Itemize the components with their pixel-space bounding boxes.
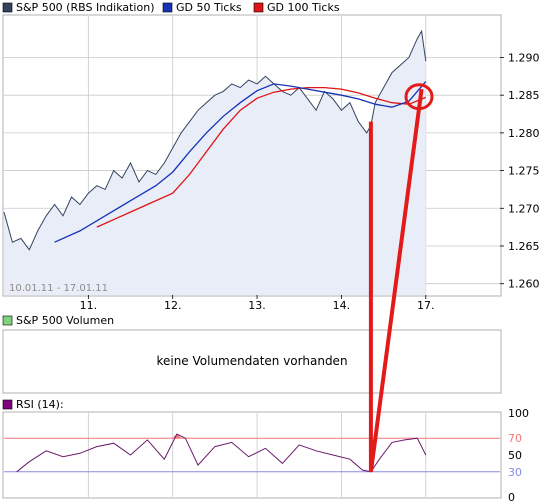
legend-swatch-ma50 (162, 2, 173, 13)
price-y-tick-label: 1.270 (508, 202, 540, 215)
legend-label-price: S&P 500 (RBS Indikation) (16, 1, 154, 14)
rsi-y-tick-label: 0 (508, 491, 515, 502)
date-range-label: 10.01.11 - 17.01.11 (9, 283, 108, 294)
price-y-tick-label: 1.285 (508, 89, 540, 102)
price-x-tick-label: 11. (80, 299, 98, 312)
price-y-tick-label: 1.260 (508, 278, 540, 291)
volume-panel-frame (2, 329, 502, 394)
annotations (368, 83, 434, 473)
rsi-y-axis: 100 70 50 30 0 (508, 407, 529, 502)
legend-label-ma50: GD 50 Ticks (176, 1, 242, 14)
price-y-tick-label: 1.280 (508, 127, 540, 140)
legend-label-ma100: GD 100 Ticks (267, 1, 340, 14)
annotation-circle (404, 83, 434, 111)
annotation-vertical-line (368, 88, 424, 473)
price-area-fill (4, 31, 426, 295)
price-x-tick-label: 14. (333, 299, 351, 312)
rsi-y-tick-label: 50 (508, 449, 522, 462)
legend-swatch-ma100 (253, 2, 264, 13)
price-x-tick-label: 17. (417, 299, 435, 312)
rsi-series-line (16, 433, 427, 473)
rsi-legend-swatch (2, 399, 13, 410)
price-x-tick-label: 13. (248, 299, 266, 312)
price-x-axis: 11. 12. 13. 14. 17. (80, 295, 435, 312)
price-x-tick-label: 12. (164, 299, 182, 312)
legend-swatch-price (2, 2, 13, 13)
rsi-panel: RSI (14): 100 70 50 30 0 (2, 398, 529, 502)
volume-legend-label: S&P 500 Volumen (16, 314, 114, 327)
price-y-axis: 1.260 1.265 1.270 1.275 1.280 1.285 1.290 (500, 51, 540, 291)
ma50-series-line (54, 81, 427, 243)
rsi-y-tick-label: 100 (508, 407, 529, 420)
price-y-tick-label: 1.290 (508, 51, 540, 64)
volume-empty-message: keine Volumendaten vorhanden (156, 354, 347, 368)
price-y-tick-label: 1.275 (508, 165, 540, 178)
price-y-tick-label: 1.265 (508, 240, 540, 253)
volume-legend-swatch (2, 315, 13, 326)
rsi-overbought-fill (171, 434, 182, 439)
rsi-legend-label: RSI (14): (16, 398, 64, 411)
price-series-line (3, 29, 427, 251)
rsi-y-tick-label: 30 (508, 466, 522, 479)
ma100-series-line (96, 86, 427, 228)
price-legend: S&P 500 (RBS Indikation) GD 50 Ticks GD … (2, 1, 340, 14)
rsi-y-tick-label: 70 (508, 432, 522, 445)
volume-panel: S&P 500 Volumen keine Volumendaten vorha… (2, 314, 502, 394)
